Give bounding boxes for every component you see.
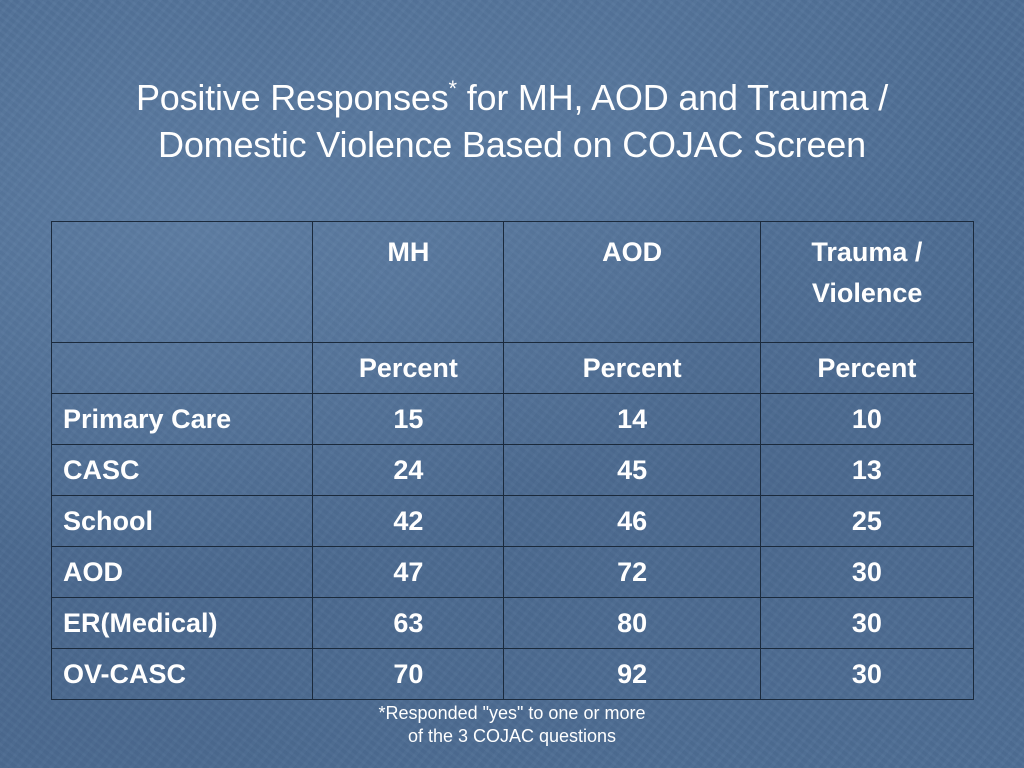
title-line-2: Domestic Violence Based on COJAC Screen [158,124,866,165]
header-corner-cell [50,221,314,343]
subheader-corner-cell [50,342,314,394]
title-text-2: for MH, AOD and Trauma / [456,77,889,118]
row-label-ov-casc: OV-CASC [50,648,314,700]
cell-mh: 15 [312,393,505,445]
title-line-1: Positive Responses* for MH, AOD and Trau… [40,74,984,121]
footnote: *Responded "yes" to one or more of the 3… [312,702,712,748]
cell-trauma-violence: 30 [759,648,975,700]
cell-mh: 42 [312,495,505,547]
table-row: School 42 46 25 [50,495,975,547]
cell-mh: 24 [312,444,505,496]
header-aod: AOD [503,221,761,343]
row-label-school: School [50,495,314,547]
table-row: ER(Medical) 63 80 30 [50,597,975,649]
cell-aod: 72 [503,546,761,598]
table-subheader-row: Percent Percent Percent [50,342,975,394]
table-header-row: MH AOD Trauma / Violence [50,221,975,343]
row-label-aod: AOD [50,546,314,598]
cell-trauma-violence: 25 [759,495,975,547]
cell-trauma-violence: 30 [759,597,975,649]
table-row: CASC 24 45 13 [50,444,975,496]
cell-trauma-violence: 10 [759,393,975,445]
row-label-casc: CASC [50,444,314,496]
subheader-trauma-violence: Percent [759,342,975,394]
responses-table: MH AOD Trauma / Violence Percent Percent… [50,221,975,700]
cell-aod: 80 [503,597,761,649]
cell-aod: 45 [503,444,761,496]
header-trauma-violence: Trauma / Violence [759,221,975,343]
cell-trauma-violence: 13 [759,444,975,496]
header-trauma-violence-label: Trauma / Violence [811,237,923,308]
slide-title: Positive Responses* for MH, AOD and Trau… [40,74,984,168]
subheader-mh: Percent [312,342,505,394]
table-row: AOD 47 72 30 [50,546,975,598]
table-row: Primary Care 15 14 10 [50,393,975,445]
footnote-line-2: of the 3 COJAC questions [407,726,617,746]
cell-trauma-violence: 30 [759,546,975,598]
cell-aod: 46 [503,495,761,547]
cell-mh: 63 [312,597,505,649]
row-label-er-medical: ER(Medical) [50,597,314,649]
cell-aod: 14 [503,393,761,445]
header-mh: MH [312,221,505,343]
table-row: OV-CASC 70 92 30 [50,648,975,700]
footnote-line-1: *Responded "yes" to one or more [378,703,646,723]
cell-mh: 70 [312,648,505,700]
cell-aod: 92 [503,648,761,700]
cell-mh: 47 [312,546,505,598]
title-asterisk: * [448,76,458,101]
title-text-1: Positive Responses [135,77,449,118]
subheader-aod: Percent [503,342,761,394]
row-label-primary-care: Primary Care [50,393,314,445]
